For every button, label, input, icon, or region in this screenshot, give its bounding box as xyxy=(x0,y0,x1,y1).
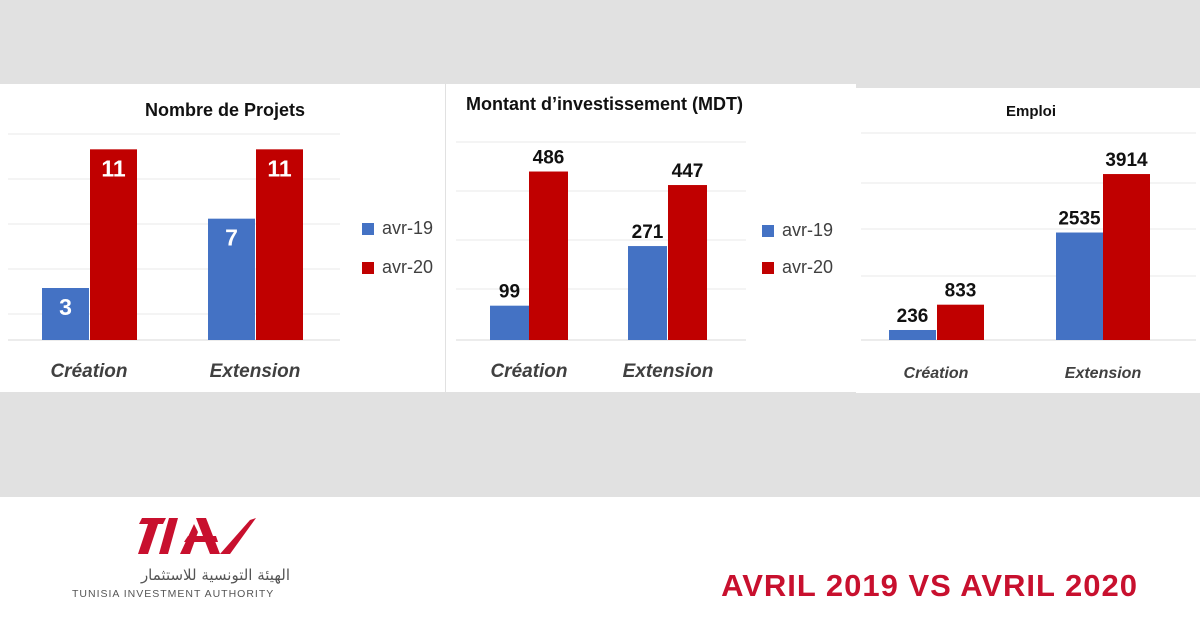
bar-avr-19-création xyxy=(42,288,89,340)
category-label: Création xyxy=(50,361,127,382)
chart-title: Montant d’investissement (MDT) xyxy=(466,94,743,114)
legend-label-avr-19: avr-19 xyxy=(782,220,833,240)
legend-label-avr-20: avr-20 xyxy=(382,257,433,277)
category-label: Extension xyxy=(210,361,301,382)
data-label-avr-19-extension: 271 xyxy=(632,222,664,243)
bar-avr-20-création xyxy=(937,304,984,340)
data-label-avr-20-création: 486 xyxy=(533,148,565,169)
bar-avr-19-extension xyxy=(208,218,255,340)
data-label-avr-20-extension: 3914 xyxy=(1105,150,1148,171)
chart-investissement: Montant d’investissement (MDT) 99 486 Créat… xyxy=(456,94,833,382)
category-label: Extension xyxy=(1065,365,1142,382)
data-label-avr-19-extension: 7 xyxy=(225,225,238,251)
data-label-avr-19-extension: 2535 xyxy=(1058,209,1101,230)
bar-avr-19-extension xyxy=(1056,232,1103,340)
tia-logo-mark xyxy=(138,518,256,554)
data-label-avr-20-extension: 447 xyxy=(672,161,704,182)
data-label-avr-19-création: 236 xyxy=(897,306,929,327)
legend-label-avr-19: avr-19 xyxy=(382,218,433,238)
chart-projets: Nombre de Projets 3 11 Création 7 11 Extension… xyxy=(8,100,433,382)
data-label-avr-19-création: 99 xyxy=(499,282,520,303)
logo-arabic-name: الهيئة التونسية للاستثمار xyxy=(140,566,290,584)
chart-emploi: Emploi 236 833 Création 2535 3914 Extension xyxy=(861,103,1196,382)
chart-investissement-panel: Montant d’investissement (MDT) 99 486 Créat… xyxy=(446,84,856,392)
legend-swatch-avr-20 xyxy=(762,262,774,274)
logo-english-name: TUNISIA INVESTMENT AUTHORITY xyxy=(72,588,275,600)
data-label-avr-20-création: 833 xyxy=(945,281,977,302)
tia-logo xyxy=(138,518,256,554)
bar-avr-20-extension xyxy=(1103,174,1150,340)
chart-title: Emploi xyxy=(1006,103,1056,120)
headline: AVRIL 2019 VS AVRIL 2020 xyxy=(721,568,1138,603)
legend-swatch-avr-19 xyxy=(362,223,374,235)
legend-swatch-avr-19 xyxy=(762,225,774,237)
bar-avr-20-création xyxy=(529,171,568,340)
chart-projets-panel: Nombre de Projets 3 11 Création 7 11 Extension… xyxy=(0,84,445,392)
legend-label-avr-20: avr-20 xyxy=(782,257,833,277)
category-label: Extension xyxy=(623,361,714,382)
chart-title: Nombre de Projets xyxy=(145,100,305,120)
bar-avr-19-création xyxy=(889,329,936,340)
legend-swatch-avr-20 xyxy=(362,262,374,274)
chart-emploi-panel: Emploi 236 833 Création 2535 3914 Extension xyxy=(856,88,1200,393)
bar-avr-20-extension xyxy=(668,185,707,340)
data-label-avr-20-création: 11 xyxy=(101,155,126,181)
data-label-avr-20-extension: 11 xyxy=(267,155,292,181)
category-label: Création xyxy=(490,361,567,382)
category-label: Création xyxy=(904,365,969,382)
bar-avr-19-extension xyxy=(628,246,667,340)
bar-avr-20-extension xyxy=(256,149,303,340)
bar-avr-19-création xyxy=(490,305,529,340)
data-label-avr-19-création: 3 xyxy=(59,294,72,320)
bar-avr-20-création xyxy=(90,149,137,340)
